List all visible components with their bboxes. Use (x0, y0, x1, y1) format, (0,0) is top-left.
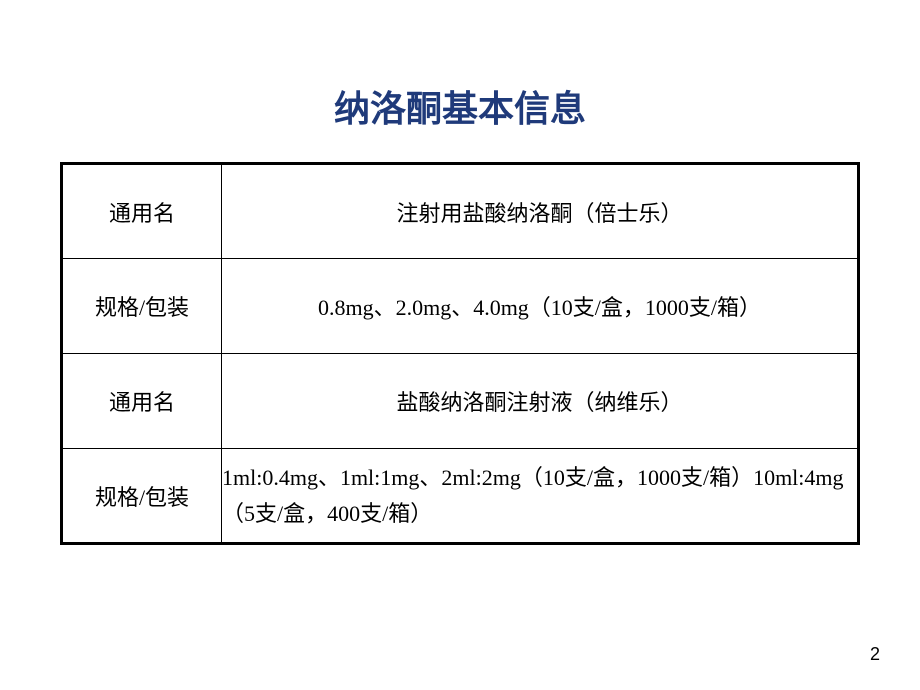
info-table: 通用名 注射用盐酸纳洛酮（倍士乐） 规格/包装 0.8mg、2.0mg、4.0m… (60, 162, 860, 545)
label-cell: 规格/包装 (62, 449, 222, 544)
value-cell: 1ml:0.4mg、1ml:1mg、2ml:2mg（10支/盒，1000支/箱）… (222, 449, 859, 544)
value-cell: 0.8mg、2.0mg、4.0mg（10支/盒，1000支/箱） (222, 259, 859, 354)
label-cell: 通用名 (62, 164, 222, 259)
label-cell: 通用名 (62, 354, 222, 449)
value-cell: 盐酸纳洛酮注射液（纳维乐） (222, 354, 859, 449)
table-row: 通用名 注射用盐酸纳洛酮（倍士乐） (62, 164, 859, 259)
value-cell: 注射用盐酸纳洛酮（倍士乐） (222, 164, 859, 259)
label-cell: 规格/包装 (62, 259, 222, 354)
slide-title: 纳洛酮基本信息 (60, 80, 860, 132)
page-number: 2 (870, 644, 880, 665)
table-row: 规格/包装 1ml:0.4mg、1ml:1mg、2ml:2mg（10支/盒，10… (62, 449, 859, 544)
table-row: 规格/包装 0.8mg、2.0mg、4.0mg（10支/盒，1000支/箱） (62, 259, 859, 354)
slide-container: 纳洛酮基本信息 通用名 注射用盐酸纳洛酮（倍士乐） 规格/包装 0.8mg、2.… (0, 0, 920, 690)
table-row: 通用名 盐酸纳洛酮注射液（纳维乐） (62, 354, 859, 449)
